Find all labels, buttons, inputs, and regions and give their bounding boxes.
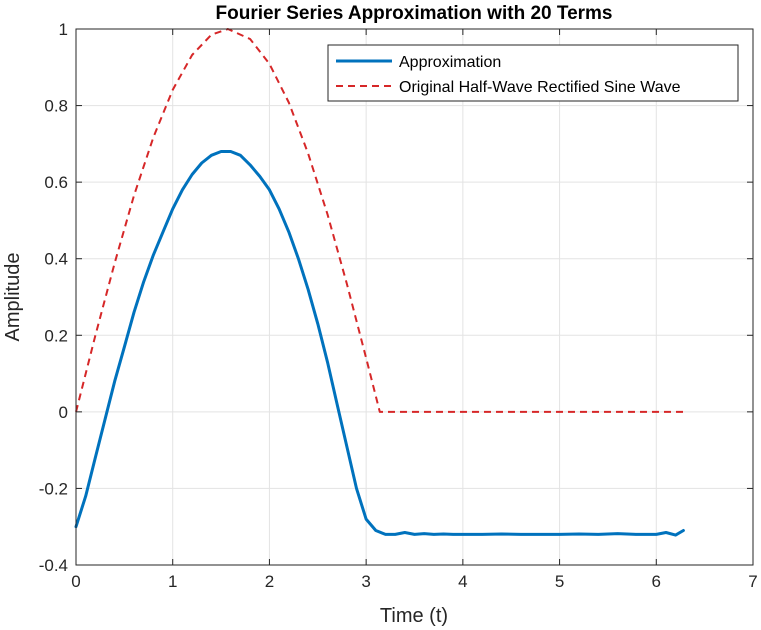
y-axis-label: Amplitude (2, 253, 24, 342)
y-tick-label: -0.4 (39, 556, 68, 575)
plot-area (76, 29, 753, 565)
chart-title: Fourier Series Approximation with 20 Ter… (216, 3, 613, 24)
x-axis-label: Time (t) (380, 605, 448, 627)
tick-labels: 0 1 2 3 4 5 6 7 -0.4 -0.2 0 0.2 0.4 0.6 0.8 1 (39, 20, 758, 591)
x-tick-label: 6 (652, 572, 661, 591)
y-tick-label: 0.2 (44, 326, 68, 345)
grid (75, 28, 754, 566)
series-line-original-half-wave-rectified-sine-wave (75, 28, 684, 413)
x-tick-label: 4 (458, 572, 467, 591)
series-line-approximation (74, 150, 685, 537)
y-tick-label: 0.8 (44, 97, 68, 116)
x-tick-label: 7 (748, 572, 757, 591)
x-tick-label: 3 (361, 572, 370, 591)
y-tick-label: 0.4 (44, 250, 68, 269)
y-tick-label: 0 (59, 403, 68, 422)
y-tick-label: -0.2 (39, 479, 68, 498)
legend-box (327, 44, 739, 102)
x-tick-label: 0 (71, 572, 80, 591)
legend: Approximation Original Half-Wave Rectifi… (327, 44, 739, 102)
legend-label-approximation: Approximation (399, 54, 501, 71)
y-tick-label: 0.6 (44, 173, 68, 192)
x-tick-label: 1 (168, 572, 177, 591)
series-layer (74, 28, 685, 537)
plot-frame (75, 28, 754, 566)
y-tick-label: 1 (59, 20, 68, 39)
x-tick-label: 2 (265, 572, 274, 591)
ticks (75, 28, 754, 566)
legend-label-original: Original Half-Wave Rectified Sine Wave (399, 79, 681, 96)
x-tick-label: 5 (555, 572, 564, 591)
